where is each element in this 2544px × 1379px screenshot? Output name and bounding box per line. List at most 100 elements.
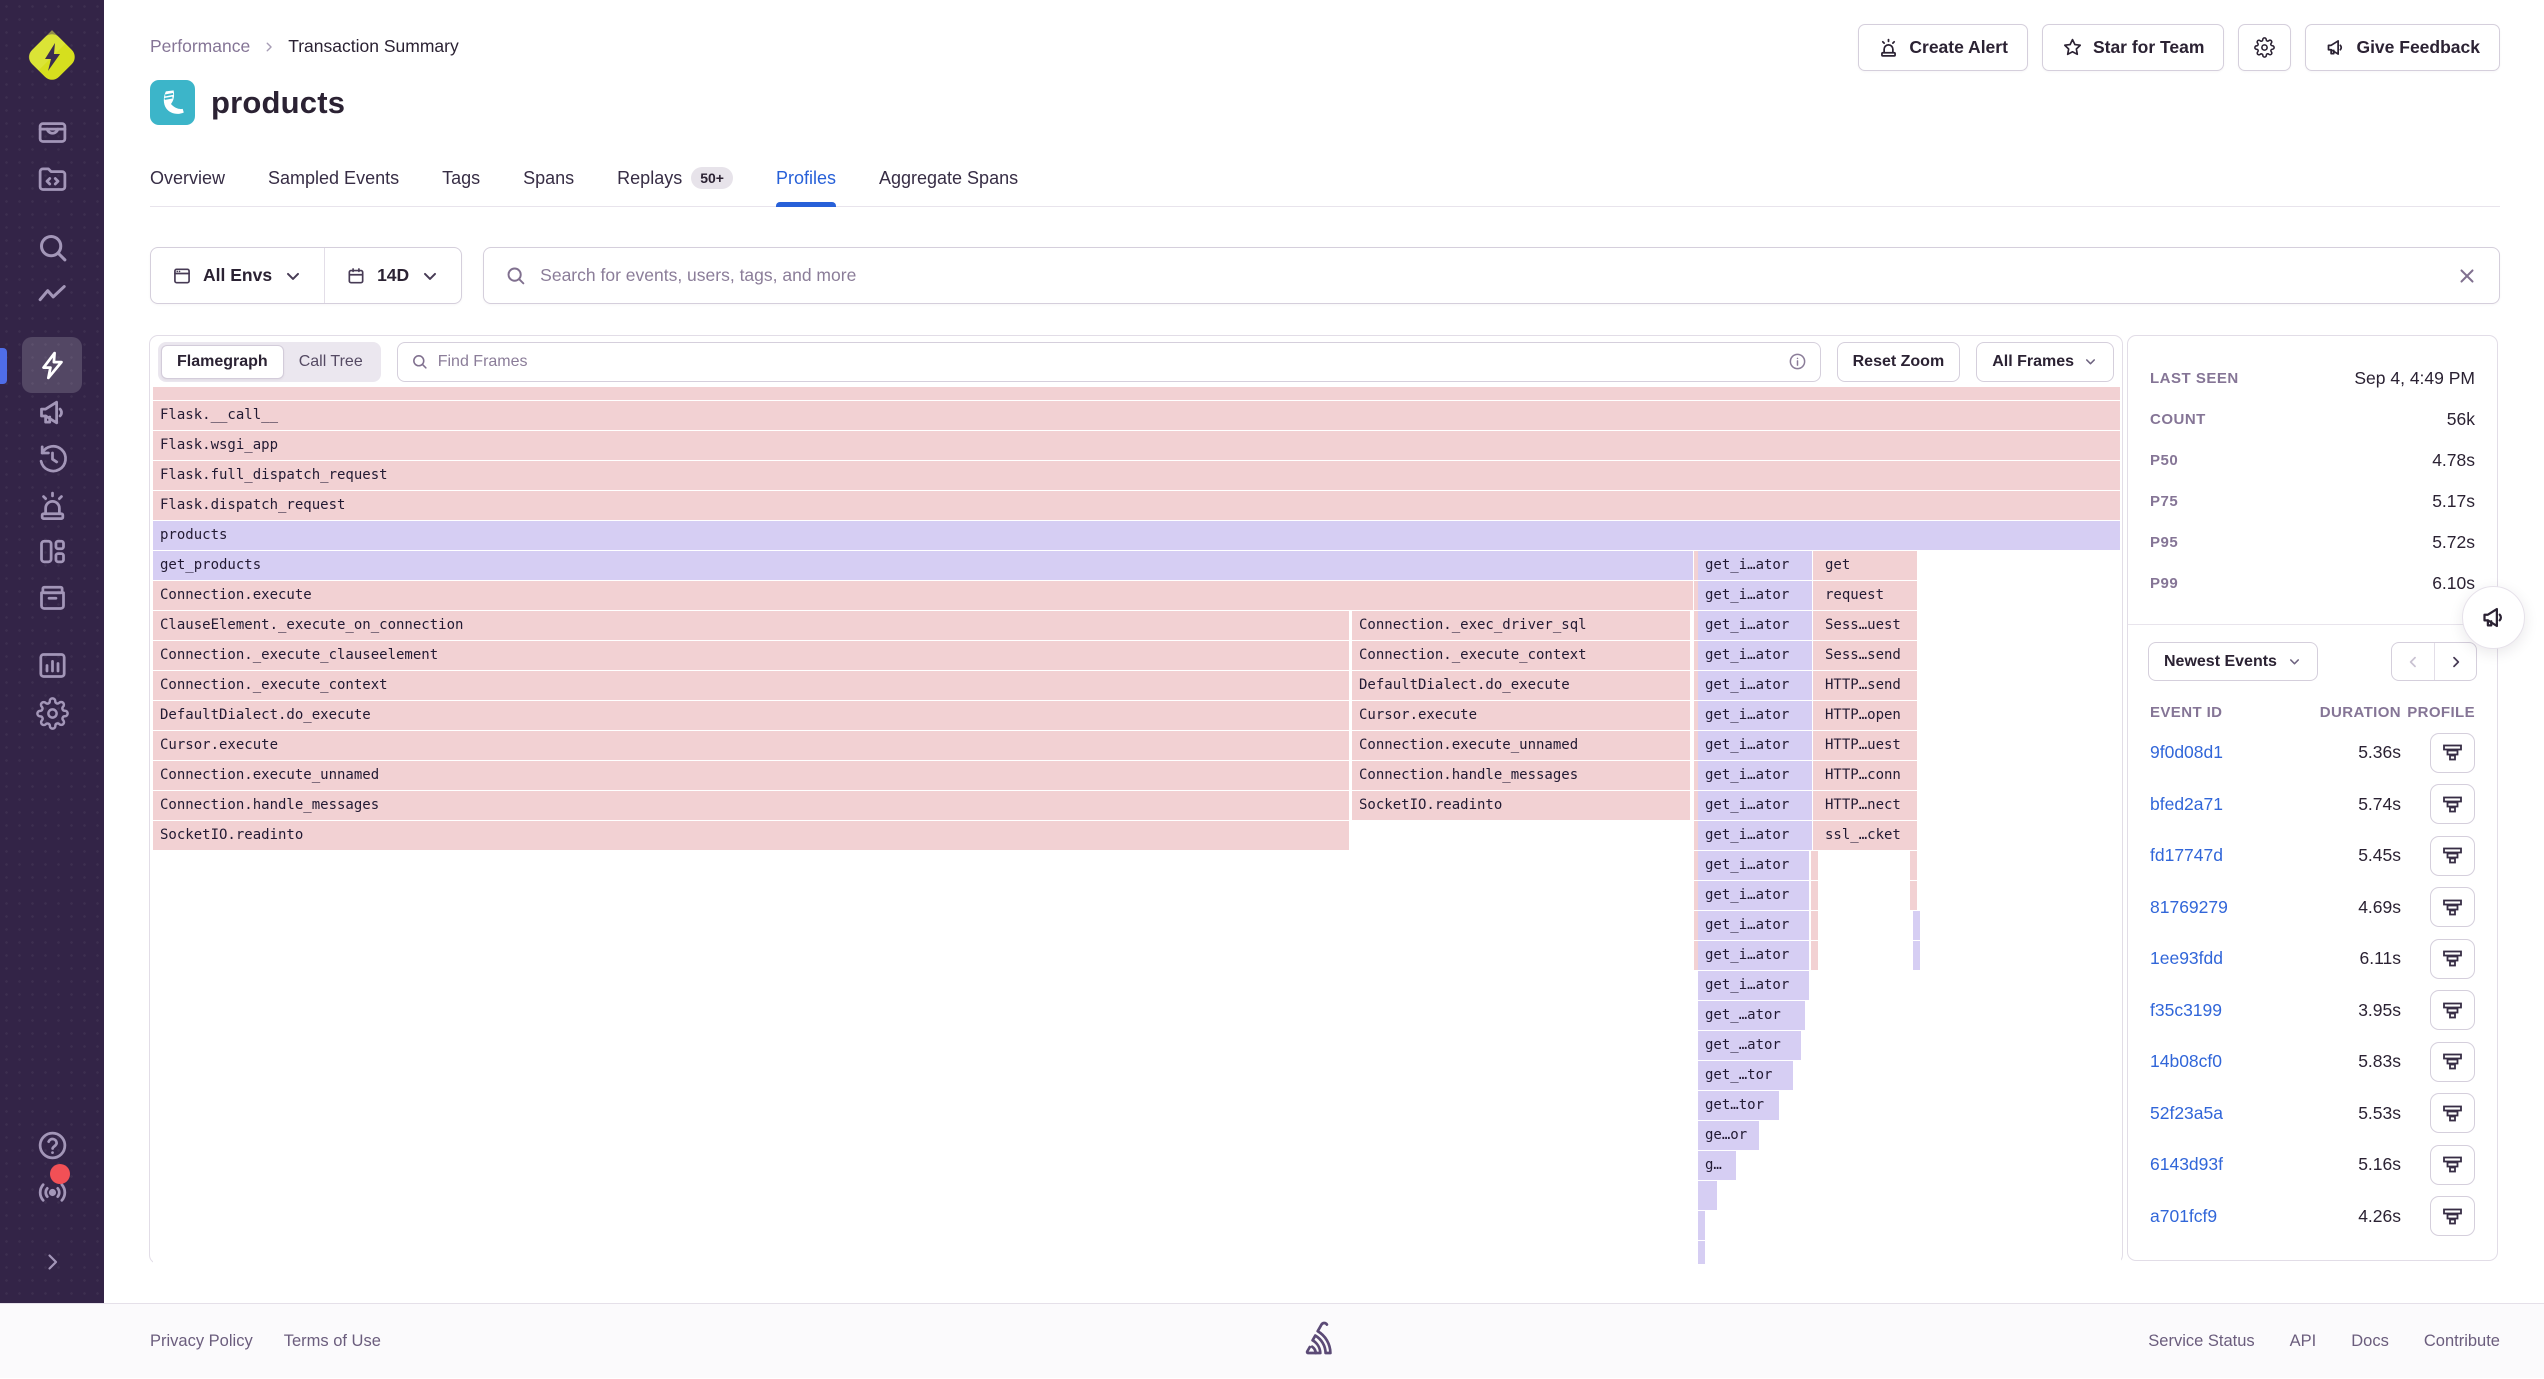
flame-frame[interactable]	[1913, 941, 1920, 970]
flame-frame[interactable]: g…	[1698, 1151, 1736, 1180]
give-feedback-button[interactable]: Give Feedback	[2305, 24, 2500, 71]
tab-profiles[interactable]: Profiles	[775, 156, 837, 207]
sidebar-collapse-toggle[interactable]	[22, 1238, 82, 1286]
previous-page-button[interactable]	[2392, 643, 2434, 680]
tab-overview[interactable]: Overview	[150, 167, 226, 188]
flame-frame[interactable]: Sess…uest	[1818, 611, 1917, 640]
flame-frame[interactable]: DefaultDialect.do_execute	[1352, 671, 1690, 700]
event-id-link[interactable]: 14b08cf0	[2150, 1051, 2223, 1072]
flame-frame[interactable]: ssl_…cket	[1818, 821, 1917, 850]
view-profile-button[interactable]	[2430, 732, 2475, 773]
view-profile-button[interactable]	[2430, 990, 2475, 1031]
flame-frame[interactable]: get_i…ator	[1698, 881, 1809, 910]
flame-frame[interactable]: Connection._execute_context	[1352, 641, 1690, 670]
event-id-link[interactable]: fd17747d	[2150, 845, 2223, 866]
event-search-input[interactable]	[540, 265, 2442, 286]
frames-filter-dropdown[interactable]: All Frames	[1976, 341, 2114, 382]
flame-frame[interactable]: Cursor.execute	[1352, 701, 1690, 730]
flame-frame[interactable]: get_i…ator	[1698, 731, 1812, 760]
nav-projects[interactable]	[22, 154, 82, 202]
flame-frame[interactable]	[1813, 731, 1820, 760]
flame-frame[interactable]: HTTP…open	[1818, 701, 1917, 730]
event-id-link[interactable]: bfed2a71	[2150, 793, 2223, 814]
flame-frame[interactable]	[1811, 941, 1818, 970]
flame-frame[interactable]: HTTP…send	[1818, 671, 1917, 700]
next-page-button[interactable]	[2434, 643, 2476, 680]
star-for-team-button[interactable]: Star for Team	[2041, 24, 2225, 71]
flame-frame[interactable]	[1813, 761, 1820, 790]
flame-frame[interactable]	[1698, 1211, 1705, 1240]
tab-spans[interactable]: Spans	[523, 167, 575, 188]
flame-frame[interactable]: get_i…ator	[1698, 641, 1812, 670]
org-logo-icon[interactable]	[24, 29, 80, 85]
flame-frame[interactable]: Connection.execute_unnamed	[153, 761, 1349, 790]
terms-of-use-link[interactable]: Terms of Use	[283, 1332, 381, 1350]
nav-stats[interactable]	[22, 641, 82, 689]
nav-releases[interactable]	[22, 573, 82, 621]
flame-frame[interactable]	[1694, 881, 1701, 910]
event-id-link[interactable]: 52f23a5a	[2150, 1102, 2223, 1123]
flame-frame[interactable]: Cursor.execute	[153, 731, 1349, 760]
flame-frame[interactable]: get_i…ator	[1698, 701, 1812, 730]
flame-frame[interactable]	[1698, 1181, 1717, 1210]
flame-frame[interactable]: HTTP…uest	[1818, 731, 1917, 760]
tab-tags[interactable]: Tags	[442, 167, 481, 188]
api-link[interactable]: API	[2289, 1332, 2317, 1350]
flame-frame[interactable]	[1813, 641, 1820, 670]
flame-frame[interactable]: Flask.wsgi_app	[153, 431, 2120, 460]
clear-search-icon[interactable]	[2456, 265, 2478, 287]
flame-frame[interactable]: get…tor	[1698, 1091, 1779, 1120]
nav-settings[interactable]	[22, 689, 82, 737]
flame-frame[interactable]	[1813, 791, 1820, 820]
view-profile-button[interactable]	[2430, 835, 2475, 876]
flame-frame[interactable]: ge…or	[1698, 1121, 1759, 1150]
flamegraph-view-button[interactable]: Flamegraph	[161, 344, 284, 379]
flame-frame[interactable]: get_…ator	[1698, 1031, 1801, 1060]
flame-frame[interactable]	[1813, 581, 1820, 610]
flame-frame[interactable]: SocketIO.readinto	[153, 821, 1349, 850]
nav-performance[interactable]	[22, 337, 82, 393]
event-id-link[interactable]: 6143d93f	[2150, 1154, 2223, 1175]
event-id-link[interactable]: 81769279	[2150, 896, 2228, 917]
tab-sampled-events[interactable]: Sampled Events	[268, 167, 400, 188]
flame-frame[interactable]	[1694, 761, 1701, 790]
flame-frame[interactable]: get_products	[153, 551, 1693, 580]
flame-frame[interactable]	[1694, 671, 1701, 700]
view-profile-button[interactable]	[2430, 784, 2475, 825]
flame-frame[interactable]: get_i…ator	[1698, 911, 1809, 940]
docs-link[interactable]: Docs	[2351, 1332, 2389, 1350]
event-id-link[interactable]: 9f0d08d1	[2150, 742, 2223, 763]
event-id-link[interactable]: a701fcf9	[2150, 1205, 2218, 1226]
nav-explore[interactable]	[22, 223, 82, 271]
flame-frame[interactable]: request	[1818, 581, 1917, 610]
flame-frame[interactable]	[1698, 1241, 1705, 1264]
flame-frame[interactable]	[1694, 701, 1701, 730]
flame-frame[interactable]: Connection.handle_messages	[153, 791, 1349, 820]
flame-frame[interactable]: Connection.handle_messages	[1352, 761, 1690, 790]
flame-frame[interactable]	[1694, 731, 1701, 760]
flame-frame[interactable]	[1913, 911, 1920, 940]
create-alert-button[interactable]: Create Alert	[1858, 24, 2028, 71]
flame-frame[interactable]: HTTP…nect	[1818, 791, 1917, 820]
date-range-filter[interactable]: 14D	[324, 248, 461, 303]
flame-frame[interactable]	[1813, 611, 1820, 640]
privacy-policy-link[interactable]: Privacy Policy	[150, 1332, 253, 1350]
flame-frame[interactable]: Flask.full_dispatch_request	[153, 461, 2120, 490]
flame-frame[interactable]: DefaultDialect.do_execute	[153, 701, 1349, 730]
flame-frame[interactable]	[1910, 851, 1917, 880]
flame-frame[interactable]: ClauseElement._execute_on_connection	[153, 611, 1349, 640]
flame-frame[interactable]	[1694, 911, 1701, 940]
view-profile-button[interactable]	[2430, 1093, 2475, 1134]
events-sort-dropdown[interactable]: Newest Events	[2148, 642, 2318, 681]
environment-filter[interactable]: All Envs	[151, 248, 324, 303]
flame-frame[interactable]: get_i…ator	[1698, 581, 1812, 610]
flame-frame[interactable]	[1694, 791, 1701, 820]
flame-frame[interactable]	[153, 387, 2120, 400]
flame-frame[interactable]	[1694, 851, 1701, 880]
view-profile-button[interactable]	[2430, 887, 2475, 928]
nav-feedback[interactable]	[22, 388, 82, 436]
flame-frame[interactable]: get_i…ator	[1698, 671, 1812, 700]
flame-frame[interactable]: get_i…ator	[1698, 821, 1812, 850]
flame-frame[interactable]	[1910, 881, 1917, 910]
tab-aggregate-spans[interactable]: Aggregate Spans	[878, 167, 1019, 188]
